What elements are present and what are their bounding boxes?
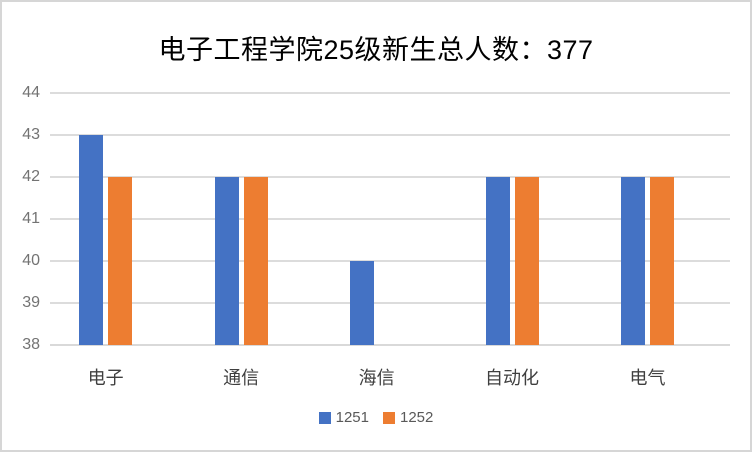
bar-1252-通信 [243, 177, 268, 345]
bar-1252-电子 [108, 177, 133, 345]
legend: 1251 1252 [2, 409, 750, 426]
legend-swatch-icon [383, 411, 395, 424]
bar-1251-自动化 [485, 177, 510, 345]
legend-label: 1252 [400, 409, 434, 426]
y-tick-label: 44 [22, 84, 40, 101]
gridline [50, 134, 730, 136]
legend-item-1252: 1252 [383, 409, 433, 426]
gridline [50, 218, 730, 220]
x-category-label: 通信 [223, 368, 260, 388]
chart-title: 电子工程学院25级新生总人数：377 [158, 35, 594, 65]
bar-1251-通信 [214, 177, 239, 345]
y-tick-label: 38 [22, 336, 40, 353]
x-category-label: 自动化 [485, 368, 540, 388]
x-category-label: 电子 [87, 368, 124, 388]
bar-1252-电气 [650, 177, 674, 345]
x-category-label: 电气 [629, 368, 666, 388]
legend-item-1251: 1251 [318, 409, 369, 426]
x-axis-line [50, 344, 730, 346]
gridline [50, 92, 730, 94]
gridline [50, 260, 730, 262]
x-category-label: 海信 [358, 368, 395, 388]
y-tick-label: 42 [22, 168, 40, 185]
bar-1251-电气 [621, 177, 645, 345]
gridline [50, 302, 730, 304]
legend-label: 1251 [335, 409, 369, 426]
legend-swatch-icon [318, 411, 331, 424]
bar-1251-电子 [79, 135, 104, 345]
y-tick-label: 39 [22, 294, 40, 311]
y-tick-label: 43 [22, 126, 40, 143]
gridline [50, 176, 730, 178]
y-tick-label: 41 [22, 210, 40, 227]
bar-1251-海信 [350, 261, 375, 345]
y-tick-label: 40 [22, 252, 40, 269]
bar-1252-自动化 [514, 177, 539, 345]
